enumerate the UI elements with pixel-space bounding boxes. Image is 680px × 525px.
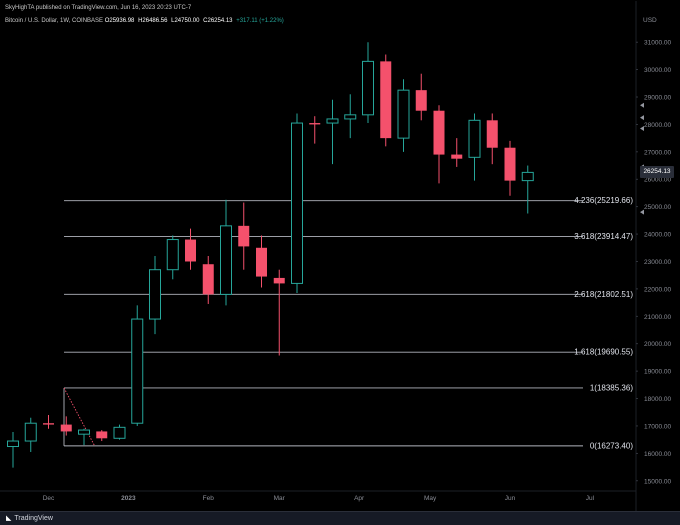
- candle-body: [256, 247, 267, 277]
- ohlc-high: H26486.56: [138, 18, 168, 24]
- y-tick-label: 15000.00: [644, 478, 671, 485]
- candle-body: [362, 60, 374, 116]
- candle-body: [60, 424, 72, 432]
- y-tick-label: 27000.00: [644, 149, 671, 156]
- candle-body: [131, 318, 144, 424]
- candle-body: [273, 277, 285, 284]
- candle-body: [113, 426, 126, 439]
- price-chart[interactable]: USD 15000.00 16000.00 17000.00 18000.00 19000…: [0, 1, 680, 511]
- y-tick-label: 23000.00: [644, 259, 671, 266]
- candle-body: [451, 154, 463, 159]
- symbol-name[interactable]: Bitcoin / U.S. Dollar, 1W, COINBASE: [5, 18, 104, 24]
- tradingview-logo-icon: ◣: [6, 515, 12, 522]
- ohlc-low: L24750.00: [171, 18, 200, 24]
- candle-body: [380, 61, 392, 139]
- candle-body: [185, 239, 196, 262]
- fib-level-label: 1.618(19690.55): [574, 348, 633, 357]
- candle-body: [202, 264, 214, 295]
- x-tick-label: 2023: [121, 495, 136, 502]
- candle-body: [220, 225, 232, 295]
- x-tick-label: Jul: [586, 495, 595, 502]
- y-tick-label: 25000.00: [644, 204, 671, 211]
- last-price-badge: 26254.13: [640, 166, 674, 179]
- y-tick-label: 28000.00: [644, 122, 671, 129]
- candle-body: [344, 114, 357, 120]
- currency-label: USD: [643, 17, 657, 24]
- candle-body: [415, 90, 427, 111]
- x-tick-label: Mar: [274, 495, 286, 502]
- candle-body: [7, 440, 19, 448]
- x-tick-label: Apr: [354, 495, 365, 502]
- y-tick-label: 21000.00: [644, 314, 671, 321]
- x-tick-label: Dec: [43, 495, 55, 502]
- candle-body: [96, 431, 108, 439]
- axis-marker-icon: [640, 115, 644, 121]
- y-tick-label: 19000.00: [644, 369, 671, 376]
- fib-level-label: 0(16273.40): [590, 441, 633, 450]
- candle-body: [291, 122, 303, 284]
- candle-body: [433, 110, 445, 155]
- fib-level-label: 2.618(21802.51): [574, 290, 633, 299]
- candle-body: [326, 118, 339, 124]
- x-tick-label: May: [424, 495, 437, 502]
- publish-info: SkyHighTA published on TradingView.com, …: [5, 5, 192, 11]
- y-tick-label: 29000.00: [644, 95, 671, 102]
- candle-body: [78, 429, 90, 435]
- tradingview-logo[interactable]: ◣ TradingView: [6, 514, 53, 522]
- y-tick-label: 31000.00: [644, 40, 671, 47]
- candle-body: [238, 225, 250, 247]
- y-tick-label: 17000.00: [644, 423, 671, 430]
- candle-body: [24, 422, 37, 442]
- candle-body: [309, 123, 321, 125]
- x-tick-label: Feb: [203, 495, 215, 502]
- axis-marker-icon: [640, 126, 644, 132]
- fib-level-label: 4.236(25219.66): [574, 196, 633, 205]
- y-tick-label: 16000.00: [644, 451, 671, 458]
- candle-body: [149, 269, 161, 320]
- y-tick-label: 22000.00: [644, 286, 671, 293]
- x-tick-label: Jun: [505, 495, 516, 502]
- ohlc-close: C26254.13: [203, 18, 233, 24]
- fib-trendline: [63, 387, 96, 447]
- footer-bar: ◣ TradingView: [0, 511, 680, 525]
- candle-body: [486, 120, 498, 148]
- fib-level-label: 3.618(23914.47): [574, 232, 633, 241]
- y-tick-label: 30000.00: [644, 67, 671, 74]
- y-tick-label: 20000.00: [644, 341, 671, 348]
- ohlc-open: O25936.98: [104, 18, 135, 24]
- tradingview-logo-text: TradingView: [14, 515, 53, 522]
- candle-body: [468, 119, 481, 158]
- y-tick-label: 24000.00: [644, 232, 671, 239]
- axis-marker-icon: [640, 209, 644, 215]
- candle-body: [521, 171, 534, 182]
- ohlc-change: +317.11 (+1.22%): [236, 18, 284, 24]
- candle-body: [166, 239, 179, 271]
- axis-marker-icon: [640, 102, 644, 108]
- ticker-info: Bitcoin / U.S. Dollar, 1W, COINBASE O259…: [5, 18, 284, 24]
- candle-body: [43, 423, 54, 425]
- candle-body: [504, 147, 516, 181]
- y-tick-label: 18000.00: [644, 396, 671, 403]
- y-tick-label: 26000.00: [644, 177, 671, 184]
- fib-level-label: 1(18385.36): [590, 383, 633, 392]
- candle-body: [397, 89, 410, 139]
